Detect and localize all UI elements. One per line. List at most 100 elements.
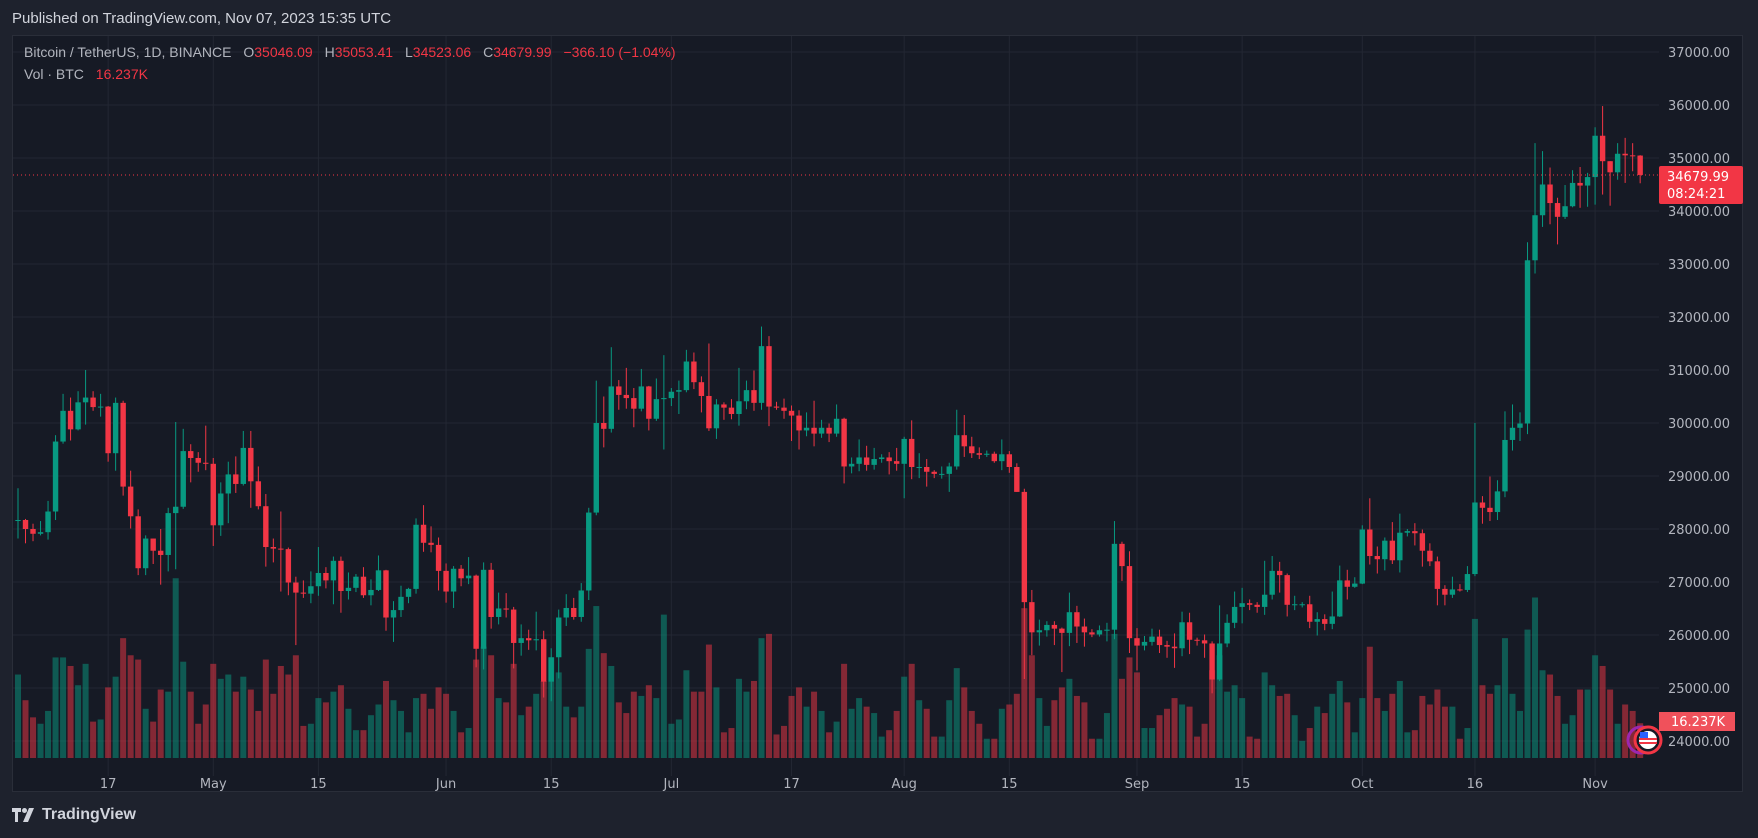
candle	[676, 380, 682, 414]
candle-body	[1502, 439, 1508, 492]
candle-body	[751, 390, 757, 403]
volume-bar	[1036, 698, 1043, 758]
candle	[1479, 496, 1486, 524]
volume-bar	[172, 578, 179, 758]
candle-body	[1036, 630, 1043, 633]
candle	[263, 494, 269, 567]
volume-bar	[1088, 738, 1095, 758]
volume-bar	[165, 691, 172, 758]
candle	[1397, 513, 1403, 573]
tradingview-logo[interactable]: TradingView	[12, 806, 136, 824]
candle	[728, 399, 735, 420]
time-tick-label: Jun	[435, 777, 456, 792]
candle	[458, 565, 464, 587]
candle-body	[157, 550, 164, 555]
candle-body	[781, 407, 787, 411]
volume-label[interactable]: Vol · BTC	[24, 66, 84, 82]
volume-bar	[750, 680, 757, 758]
candle	[1051, 621, 1058, 646]
candle-body	[293, 582, 299, 593]
candle	[743, 380, 750, 410]
price-axis[interactable]: 37000.00 36000.00 35000.00 34000.00 33000.00…	[1668, 46, 1730, 750]
candle-body	[1629, 155, 1636, 157]
candle-body	[323, 572, 329, 581]
volume-bar	[608, 665, 615, 758]
candle-body	[360, 576, 367, 596]
volume-bar	[720, 732, 727, 758]
volume-bar	[360, 730, 367, 758]
candle-body	[1179, 622, 1185, 649]
candle	[1607, 161, 1613, 206]
candle-body	[728, 407, 735, 414]
time-axis[interactable]: 17 May 15 Jun 15 Jul 17 Aug 15 Sep 15 Oct 16 Nov	[100, 777, 1608, 792]
candle	[946, 462, 952, 492]
volume-bar	[1013, 693, 1020, 758]
candle	[713, 399, 720, 439]
candle-body	[1059, 628, 1065, 633]
price-tick-label: 36000.00	[1668, 99, 1730, 114]
symbol-name[interactable]: Bitcoin / TetherUS, 1D, BINANCE	[24, 44, 232, 60]
price-tick-label: 25000.00	[1668, 682, 1730, 697]
volume-bar	[668, 723, 675, 758]
candle	[1404, 529, 1411, 537]
volume-bar	[1359, 698, 1366, 758]
candle	[1126, 551, 1133, 654]
volume-bar	[1043, 725, 1050, 758]
candle-body	[1539, 184, 1546, 216]
volume-bar	[367, 715, 374, 758]
candle	[1036, 619, 1043, 646]
candle	[1412, 523, 1418, 546]
volume-bar	[1509, 693, 1516, 758]
candle	[338, 556, 344, 613]
published-caption: Published on TradingView.com, Nov 07, 20…	[12, 10, 392, 27]
candle-body	[721, 404, 727, 408]
candle	[300, 580, 307, 598]
candle	[157, 529, 164, 585]
volume-bar	[1434, 689, 1441, 758]
volume-bar	[1532, 597, 1539, 758]
candle-body	[969, 446, 975, 454]
grid-lines	[13, 36, 1659, 776]
candle-body	[15, 519, 21, 521]
candle	[1539, 151, 1546, 227]
volume-bar	[307, 723, 314, 758]
candle-body	[886, 457, 892, 462]
candle	[428, 526, 434, 553]
volume-bar	[1562, 723, 1569, 758]
volume-bar	[480, 646, 487, 758]
candle-body	[473, 575, 479, 649]
candle	[1239, 587, 1245, 624]
candle	[976, 447, 982, 460]
candle	[1254, 602, 1260, 613]
candle	[1494, 480, 1501, 520]
candle	[225, 461, 231, 524]
volume-bar	[893, 710, 900, 758]
volume-bar	[1547, 674, 1554, 758]
volume-bar	[1066, 678, 1073, 758]
candle-body	[82, 397, 89, 403]
candle-body	[1006, 454, 1013, 467]
candle-body	[1412, 531, 1418, 534]
volume-bar	[525, 706, 532, 758]
candle-body	[188, 451, 194, 458]
volume-bar	[1291, 715, 1298, 758]
candle-body	[37, 532, 44, 534]
candle-body	[30, 529, 36, 534]
candle	[1532, 143, 1538, 274]
volume-bar	[1351, 732, 1358, 758]
candle	[345, 572, 352, 600]
chart-pane[interactable]	[12, 35, 1743, 792]
candle	[1517, 412, 1523, 442]
candle	[188, 444, 194, 483]
time-tick-label: 17	[100, 777, 117, 792]
candle	[1299, 602, 1305, 608]
candle-body	[1344, 580, 1350, 587]
us-flag-event-icon[interactable]	[1626, 725, 1663, 755]
candle-body	[525, 638, 532, 641]
candle-body	[1592, 135, 1598, 178]
volume-bar	[600, 653, 607, 758]
candle-body	[1532, 215, 1538, 261]
candle-body	[1464, 574, 1471, 590]
candle-body	[1126, 566, 1133, 639]
